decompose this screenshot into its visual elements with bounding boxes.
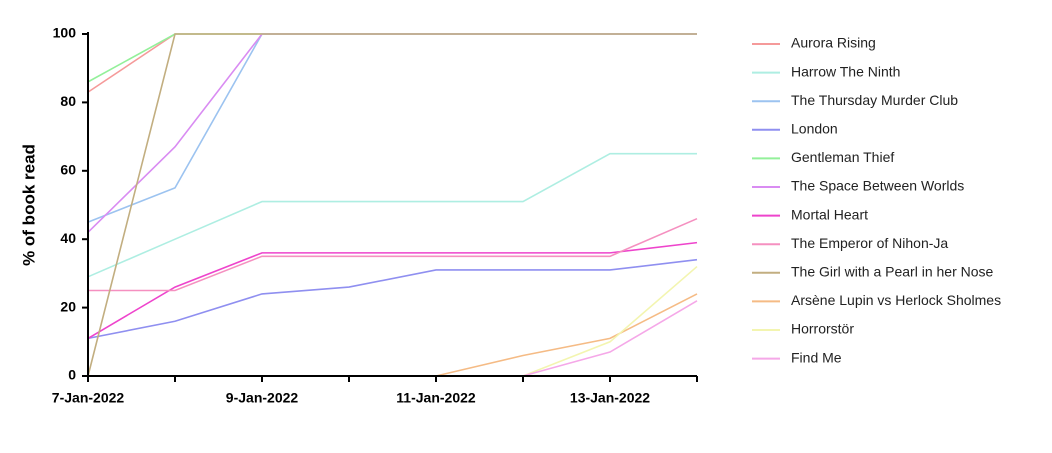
x-tick-label: 11-Jan-2022: [396, 390, 476, 406]
legend-label: The Girl with a Pearl in her Nose: [791, 264, 994, 280]
legend-label: Arsène Lupin vs Herlock Sholmes: [791, 292, 1001, 308]
legend-label: Harrow The Ninth: [791, 63, 900, 79]
legend-label: Mortal Heart: [791, 206, 868, 222]
legend-label: The Emperor of Nihon-Ja: [791, 235, 948, 251]
y-tick-label: 60: [60, 162, 76, 178]
series-line: [87, 33, 697, 223]
series-line: [87, 33, 697, 83]
series-line: [88, 265, 698, 377]
y-tick-label: 40: [60, 230, 76, 246]
series-line: [87, 33, 697, 377]
legend-label: Horrorstör: [791, 321, 854, 337]
series-line: [88, 293, 698, 377]
series-line: [87, 33, 697, 93]
x-tick-label: 9-Jan-2022: [226, 390, 299, 406]
y-tick-label: 0: [68, 367, 76, 383]
legend-label: The Thursday Murder Club: [791, 92, 958, 108]
x-tick-label: 13-Jan-2022: [570, 390, 650, 406]
y-tick-label: 20: [60, 298, 76, 314]
legend-label: Aurora Rising: [791, 35, 876, 51]
series-line: [88, 217, 698, 292]
series-line: [87, 241, 698, 340]
series-line: [87, 33, 697, 233]
y-tick-label: 100: [53, 25, 77, 41]
x-tick-label: 7-Jan-2022: [52, 390, 125, 406]
series-line: [88, 300, 698, 377]
legend-label: Find Me: [791, 349, 842, 365]
series-line: [87, 258, 698, 340]
legend-label: The Space Between Worlds: [791, 178, 964, 194]
y-tick-label: 80: [60, 93, 76, 109]
legend-label: London: [791, 121, 838, 137]
legend-label: Gentleman Thief: [791, 149, 894, 165]
series-line: [87, 152, 697, 278]
y-axis-label: % of book read: [19, 144, 38, 266]
